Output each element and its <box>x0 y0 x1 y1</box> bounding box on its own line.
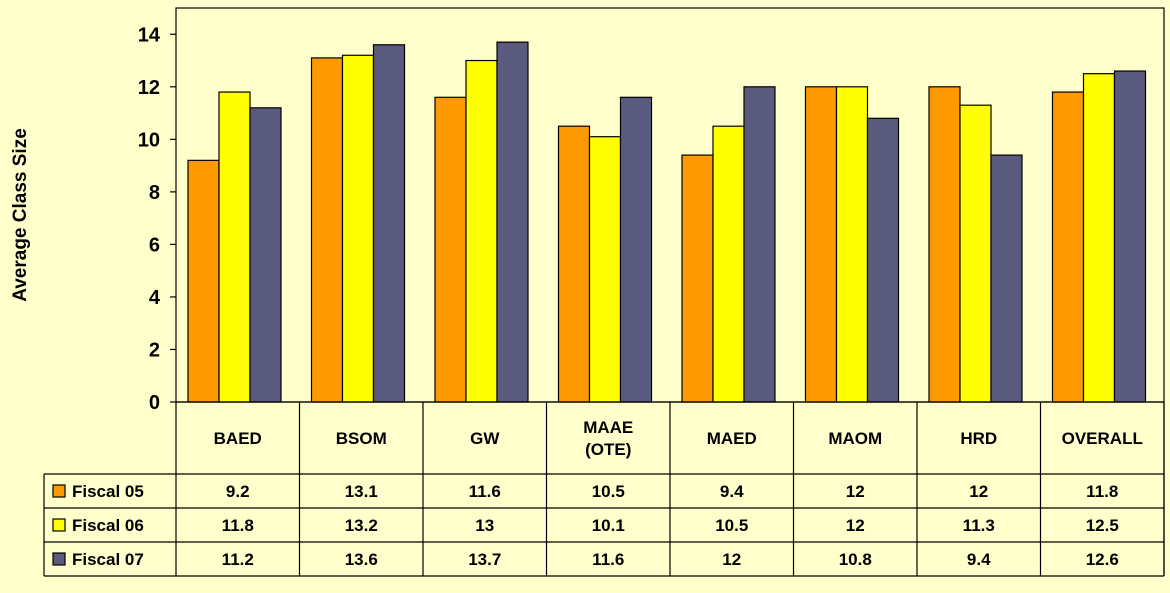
table-cell: 11.6 <box>469 482 501 501</box>
bar-fiscal-07-4 <box>743 86 776 403</box>
category-label: MAAE <box>583 418 633 437</box>
table-cell: 11.6 <box>592 550 624 569</box>
bar-fiscal-05-1 <box>310 57 344 403</box>
table-cell: 11.8 <box>1086 482 1118 501</box>
bar-fiscal-06-6 <box>959 104 992 403</box>
bar-fiscal-07-6 <box>990 154 1023 403</box>
table-cell: 11.8 <box>222 516 254 535</box>
bar-fiscal-06-4 <box>712 125 745 403</box>
bar-fiscal-05-5 <box>804 86 838 403</box>
table-cell: 12 <box>969 482 988 501</box>
legend-label: Fiscal 06 <box>72 516 144 535</box>
table-cell: 10.5 <box>592 482 625 501</box>
legend-label: Fiscal 07 <box>72 550 144 569</box>
bar-fiscal-05-7 <box>1051 91 1085 403</box>
bar-fiscal-05-4 <box>681 154 714 403</box>
y-tick-label: 14 <box>138 24 161 46</box>
table-cell: 13.7 <box>468 550 501 569</box>
table-cell: 12.6 <box>1086 550 1119 569</box>
table-cell: 9.4 <box>720 482 744 501</box>
bar-fiscal-07-2 <box>496 41 529 403</box>
bar-fiscal-07-3 <box>619 96 653 403</box>
legend-swatch <box>52 484 66 498</box>
bar-fiscal-06-0 <box>218 91 251 403</box>
bar-fiscal-05-6 <box>928 86 961 403</box>
table-cell: 10.8 <box>839 550 872 569</box>
bar-fiscal-06-2 <box>465 59 498 403</box>
table-cell: 12 <box>846 516 865 535</box>
bars <box>187 41 1147 403</box>
y-tick-label: 8 <box>149 182 160 204</box>
y-tick-label: 0 <box>149 392 160 414</box>
y-axis-title: Average Class Size <box>10 128 31 302</box>
bar-fiscal-06-7 <box>1082 73 1116 403</box>
bar-fiscal-07-0 <box>249 107 282 403</box>
bar-fiscal-07-1 <box>372 44 406 403</box>
table-cell: 13.6 <box>345 550 378 569</box>
category-label: BSOM <box>336 429 387 448</box>
legend-swatch <box>52 552 66 566</box>
y-tick-label: 12 <box>138 77 160 99</box>
category-label: (OTE) <box>585 440 631 459</box>
category-label: MAED <box>707 429 757 448</box>
bar-fiscal-07-7 <box>1113 70 1147 403</box>
category-label: OVERALL <box>1062 429 1143 448</box>
category-label: GW <box>470 429 500 448</box>
category-label: HRD <box>960 429 997 448</box>
table-cell: 9.2 <box>226 482 250 501</box>
table-cell: 10.1 <box>592 516 625 535</box>
table-cell: 12 <box>722 550 741 569</box>
table-cell: 13.1 <box>345 482 378 501</box>
bar-fiscal-05-3 <box>557 125 591 403</box>
table-cell: 9.4 <box>967 550 991 569</box>
y-tick-label: 10 <box>138 129 160 151</box>
table-cell: 13.2 <box>345 516 378 535</box>
category-label: MAOM <box>828 429 882 448</box>
y-tick-label: 6 <box>149 234 160 256</box>
y-tick-label: 2 <box>149 339 160 361</box>
legend-label: Fiscal 05 <box>72 482 144 501</box>
table-cell: 12.5 <box>1086 516 1119 535</box>
bar-fiscal-05-0 <box>187 159 220 403</box>
table-cell: 11.3 <box>963 516 995 535</box>
table-cell: 13 <box>475 516 494 535</box>
table-cell: 12 <box>846 482 865 501</box>
bar-fiscal-05-2 <box>434 96 467 403</box>
bar-fiscal-06-5 <box>835 86 869 403</box>
y-tick-label: 4 <box>149 287 161 309</box>
bar-fiscal-06-3 <box>588 136 622 403</box>
bar-fiscal-06-1 <box>341 54 375 403</box>
table-cell: 11.2 <box>222 550 254 569</box>
category-label: BAED <box>214 429 262 448</box>
table-cell: 10.5 <box>715 516 748 535</box>
bar-fiscal-07-5 <box>866 117 900 403</box>
data-table: BAED BSOM GW MAAE (OTE) MAED MAOM HRD OVERALL Fis… <box>43 401 1165 577</box>
legend-swatch <box>52 518 66 532</box>
